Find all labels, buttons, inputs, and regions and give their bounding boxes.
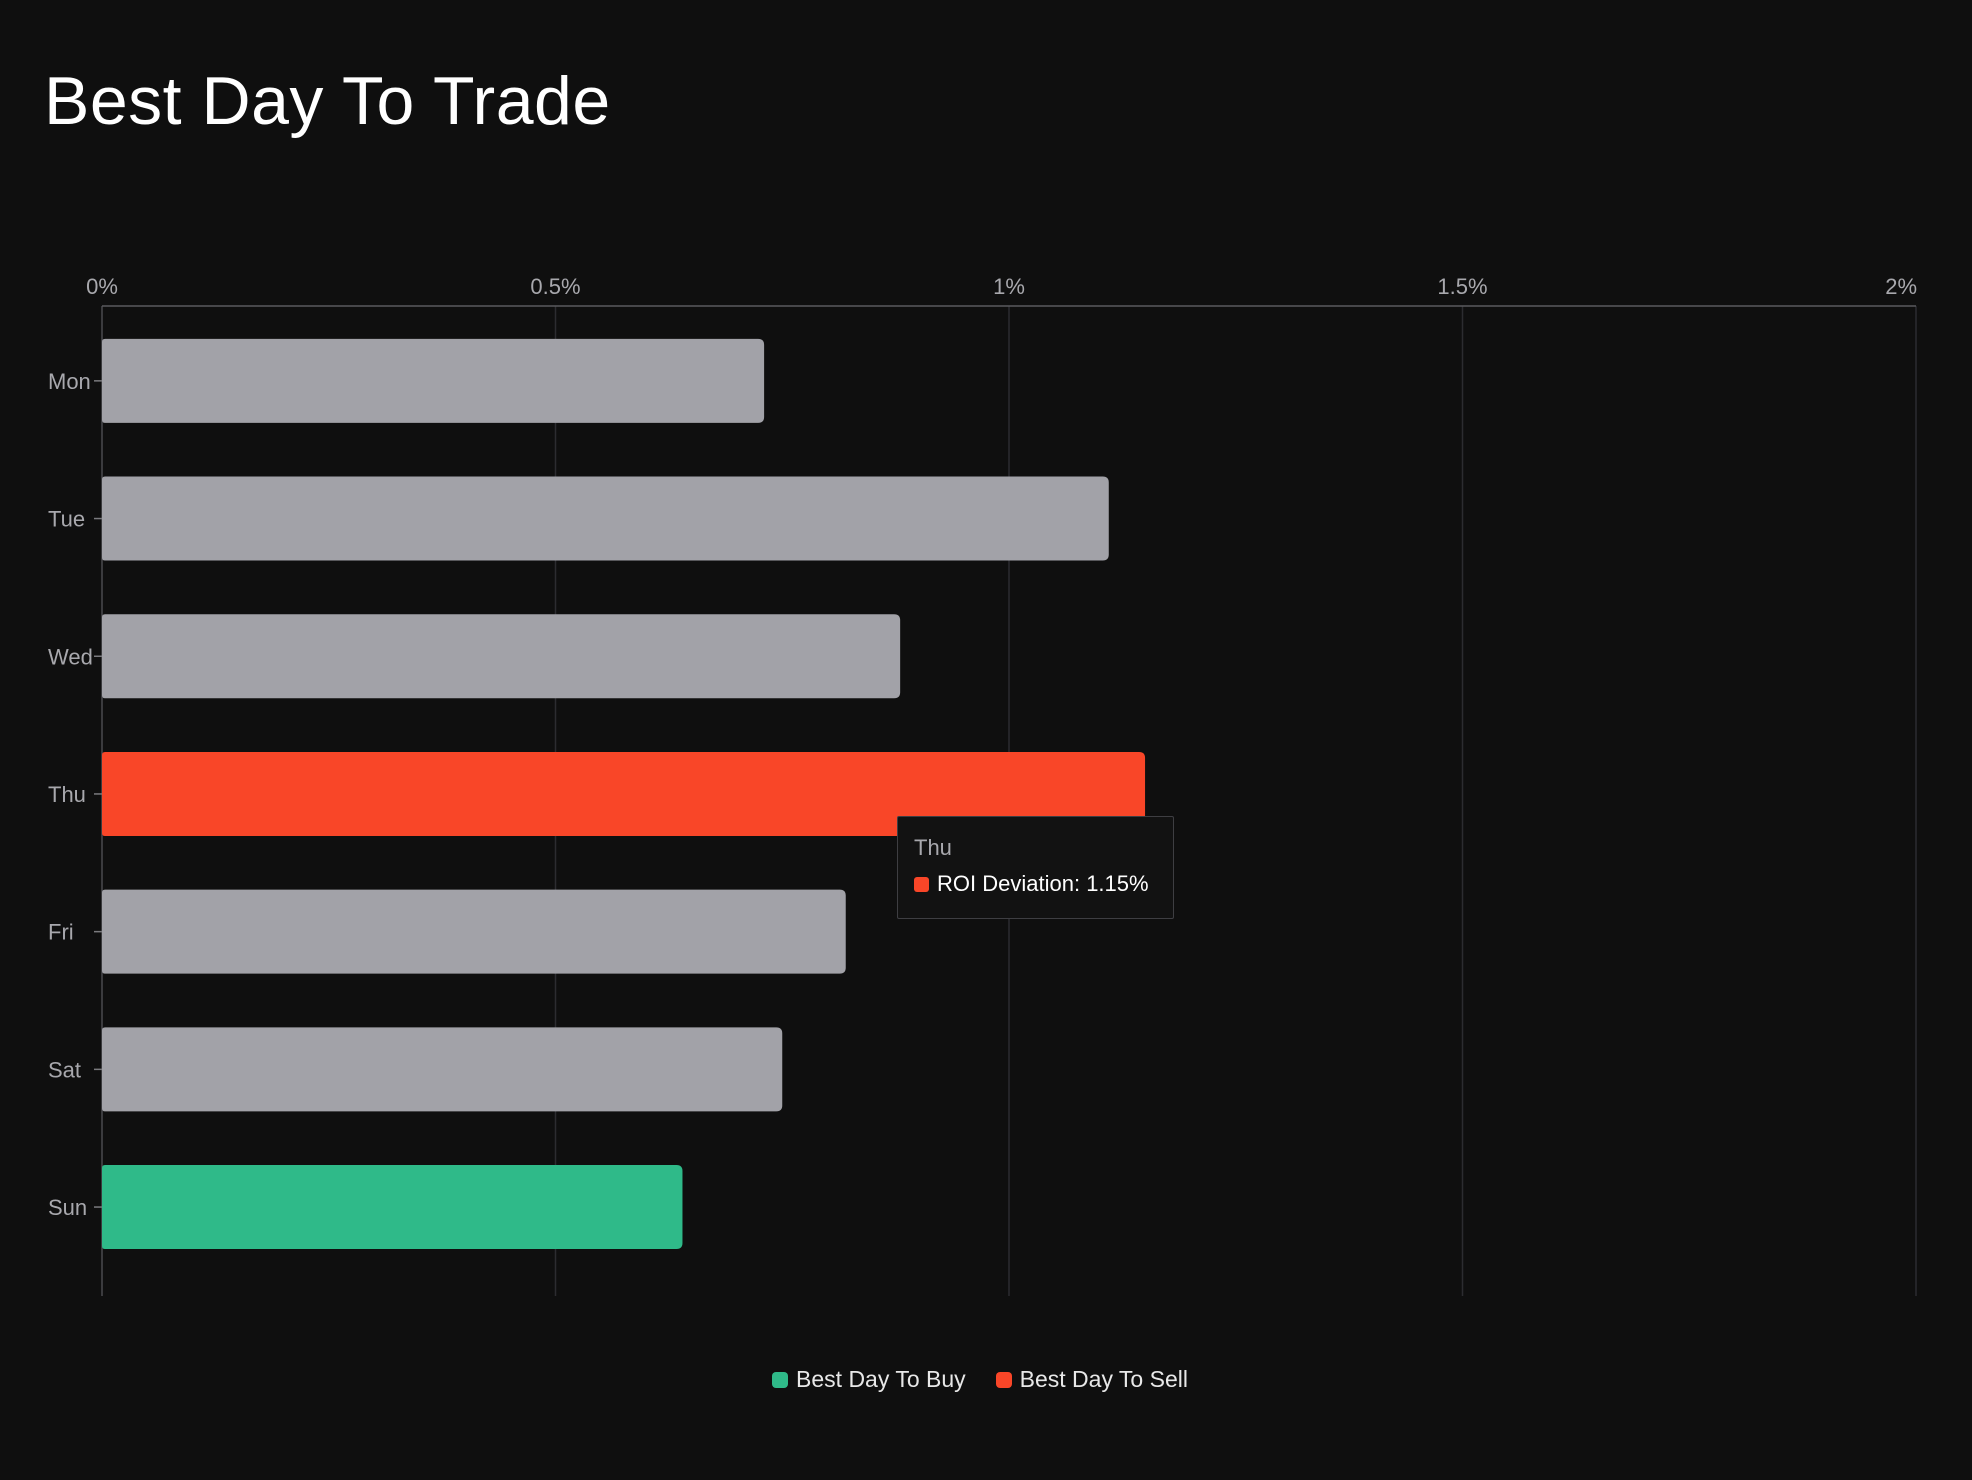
y-tick-label-fri: Fri xyxy=(48,920,74,945)
chart-title: Best Day To Trade xyxy=(44,63,611,139)
legend-swatch-buy xyxy=(772,1371,789,1388)
y-axis: Mon Tue Wed Thu Fri Sat Sun xyxy=(48,369,102,1220)
tooltip-label: ROI Deviation xyxy=(937,871,1086,897)
bar-sun[interactable] xyxy=(102,1165,683,1250)
bar-thu[interactable] xyxy=(102,751,1146,836)
legend-swatch-sell xyxy=(995,1371,1012,1388)
x-tick-label: 2% xyxy=(1885,274,1917,299)
y-tick-label-mon: Mon xyxy=(48,369,91,394)
y-tick-label-wed: Wed xyxy=(48,644,93,669)
bar-mon[interactable] xyxy=(102,338,765,423)
x-tick-label: 1.5% xyxy=(1437,274,1487,299)
bar-fri[interactable] xyxy=(102,889,846,974)
chart-legend: Best Day To Buy Best Day To Sell xyxy=(0,1366,1960,1393)
tooltip-row: ROI Deviation1.15% xyxy=(914,871,1157,897)
tooltip-category: Thu xyxy=(914,835,952,860)
x-axis: 0% 0.5% 1% 1.5% 2% xyxy=(86,274,1917,307)
legend-label-buy: Best Day To Buy xyxy=(796,1366,966,1392)
bar-wed[interactable] xyxy=(102,614,901,699)
bar-tue[interactable] xyxy=(102,476,1109,561)
bars xyxy=(102,338,1146,1250)
y-tick-label-sun: Sun xyxy=(48,1195,87,1220)
x-tick-label: 0% xyxy=(86,274,118,299)
legend-item-buy[interactable]: Best Day To Buy xyxy=(772,1366,966,1393)
y-tick-label-sat: Sat xyxy=(48,1057,81,1082)
y-tick-label-tue: Tue xyxy=(48,507,85,532)
chart-tooltip: Thu ROI Deviation1.15% xyxy=(897,816,1174,919)
tooltip-swatch xyxy=(914,876,929,892)
legend-item-sell[interactable]: Best Day To Sell xyxy=(995,1366,1188,1393)
x-tick-label: 0.5% xyxy=(530,274,580,299)
y-tick-label-thu: Thu xyxy=(48,782,86,807)
legend-label-sell: Best Day To Sell xyxy=(1019,1366,1188,1392)
tooltip-value: 1.15% xyxy=(1086,871,1149,896)
x-tick-label: 1% xyxy=(993,274,1025,299)
bar-sat[interactable] xyxy=(102,1027,783,1112)
